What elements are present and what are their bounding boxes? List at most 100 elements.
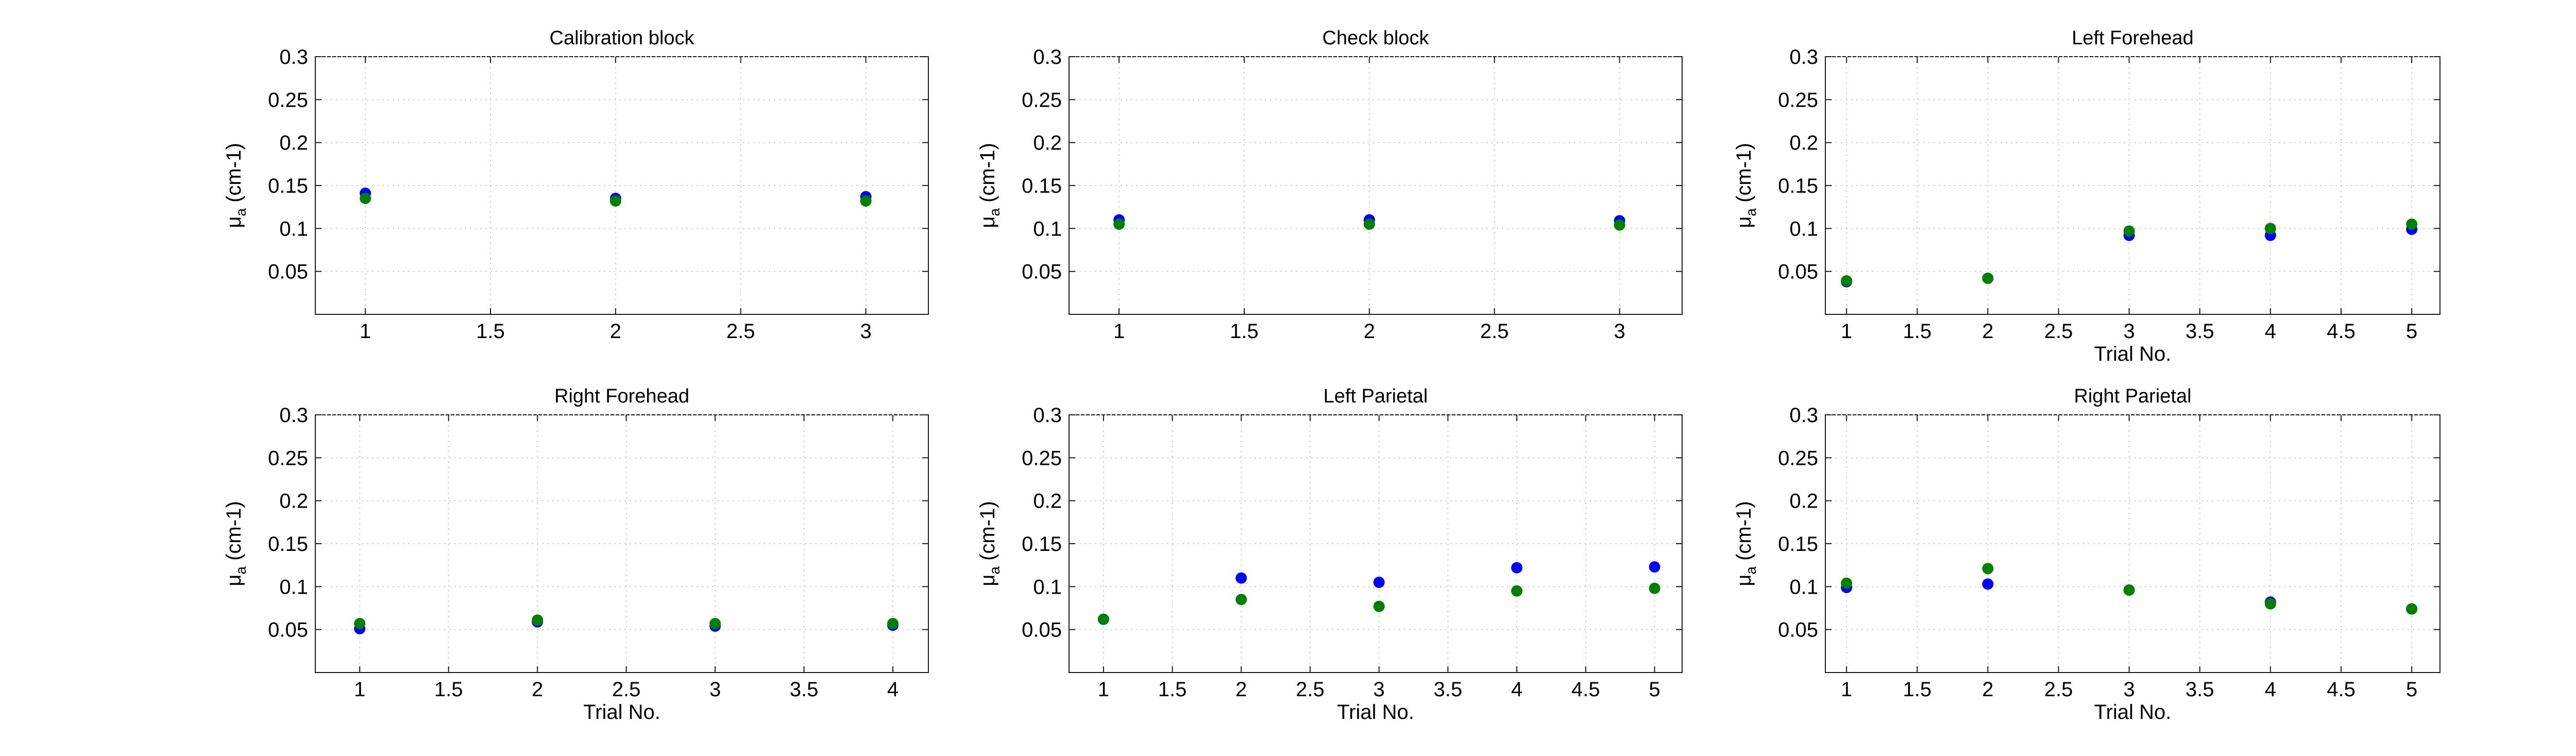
y-tick-label: 0.1 bbox=[1033, 576, 1062, 598]
data-point-series-2 bbox=[354, 618, 366, 629]
x-axis-label: Trial No. bbox=[2094, 343, 2172, 365]
y-tick-label: 0.2 bbox=[279, 132, 308, 155]
data-point-series-2 bbox=[1614, 219, 1625, 231]
data-point-series-2 bbox=[1841, 275, 1853, 287]
x-tick-label: 1 bbox=[360, 320, 371, 343]
x-tick-label: 4 bbox=[2265, 678, 2276, 701]
y-tick-label: 0.2 bbox=[1033, 490, 1062, 513]
x-tick-label: 1.5 bbox=[434, 678, 463, 701]
data-point-series-2 bbox=[1511, 585, 1523, 597]
x-tick-label: 3 bbox=[1374, 678, 1385, 701]
y-tick-label: 0.25 bbox=[1778, 447, 1818, 469]
y-tick-label: 0.3 bbox=[279, 46, 308, 69]
x-tick-label: 2 bbox=[1364, 320, 1375, 343]
x-tick-label: 3.5 bbox=[1434, 678, 1463, 701]
data-point-series-2 bbox=[1097, 613, 1109, 625]
x-tick-label: 1.5 bbox=[1903, 320, 1931, 343]
x-tick-label: 3 bbox=[1614, 320, 1625, 343]
y-tick-label: 0.05 bbox=[1022, 619, 1062, 642]
data-point-series-2 bbox=[1363, 219, 1375, 230]
data-point-series-1 bbox=[1235, 572, 1247, 584]
x-tick-label: 2 bbox=[1235, 678, 1247, 701]
subplot-5: 1 1.5 2 2.5 3 3.5 4 4.5 5 0.05 0.1 0.15 0.2 0.25 0.3 Le… bbox=[976, 385, 1683, 724]
y-tick-label: 0.3 bbox=[279, 404, 308, 427]
data-point-series-1 bbox=[1373, 577, 1385, 588]
y-tick-label: 0.1 bbox=[1789, 217, 1818, 240]
y-tick-label: 0.2 bbox=[1789, 490, 1818, 513]
y-tick-label: 0.3 bbox=[1789, 46, 1818, 69]
x-tick-label: 4.5 bbox=[1571, 678, 1600, 701]
data-point-series-2 bbox=[532, 614, 544, 626]
data-point-series-2 bbox=[360, 193, 371, 204]
x-tick-label: 4 bbox=[1511, 678, 1522, 701]
x-axis-label: Trial No. bbox=[1337, 701, 1414, 724]
y-axis-label: μa (cm-1) bbox=[223, 143, 249, 228]
x-tick-label: 5 bbox=[2406, 320, 2417, 343]
x-axis-label: Trial No. bbox=[2094, 701, 2172, 724]
subplot-title: Right Forehead bbox=[554, 385, 689, 407]
y-axis-label: μa (cm-1) bbox=[1733, 143, 1759, 228]
x-tick-label: 2.5 bbox=[1480, 320, 1509, 343]
x-tick-label: 4 bbox=[887, 678, 899, 701]
x-tick-label: 3 bbox=[2124, 678, 2135, 701]
y-tick-label: 0.25 bbox=[268, 447, 308, 469]
data-point-series-2 bbox=[2123, 584, 2135, 596]
x-tick-label: 2 bbox=[1982, 320, 1993, 343]
y-axis-label: μa (cm-1) bbox=[1733, 501, 1759, 586]
y-tick-label: 0.1 bbox=[1789, 576, 1818, 598]
y-axis-label: μa (cm-1) bbox=[976, 143, 1003, 228]
subplot-title: Left Forehead bbox=[2072, 27, 2194, 49]
y-tick-label: 0.15 bbox=[1778, 175, 1818, 197]
y-tick-label: 0.15 bbox=[1022, 533, 1062, 556]
x-axis-label: Trial No. bbox=[583, 701, 660, 724]
subplot-4: 1 1.5 2 2.5 3 3.5 4 0.05 0.1 0.15 0.2 0.25 0.3 Right … bbox=[223, 385, 929, 724]
x-tick-label: 1 bbox=[1841, 320, 1852, 343]
x-tick-label: 2 bbox=[1982, 678, 1993, 701]
x-tick-label: 4.5 bbox=[2327, 320, 2355, 343]
y-tick-label: 0.05 bbox=[1778, 261, 1818, 283]
data-point-series-2 bbox=[2123, 225, 2135, 237]
x-tick-label: 4.5 bbox=[2327, 678, 2355, 701]
y-tick-label: 0.25 bbox=[1022, 447, 1062, 469]
subplot-3: 1 1.5 2 2.5 3 3.5 4 4.5 5 0.05 0.1 0.15 0.2 0.25 0.3 Le… bbox=[1733, 27, 2441, 365]
x-tick-label: 3.5 bbox=[2185, 320, 2214, 343]
subplot-6: 1 1.5 2 2.5 3 3.5 4 4.5 5 0.05 0.1 0.15 0.2 0.25 0.3 Ri… bbox=[1733, 385, 2441, 724]
y-tick-label: 0.05 bbox=[268, 619, 308, 642]
data-point-series-2 bbox=[2406, 603, 2418, 615]
x-tick-label: 1.5 bbox=[476, 320, 505, 343]
y-tick-label: 0.15 bbox=[1022, 175, 1062, 197]
x-tick-label: 3 bbox=[2124, 320, 2135, 343]
data-point-series-2 bbox=[1982, 273, 1994, 284]
x-tick-label: 2.5 bbox=[2044, 678, 2073, 701]
x-tick-label: 1 bbox=[1841, 678, 1852, 701]
x-tick-label: 5 bbox=[1649, 678, 1660, 701]
data-point-series-2 bbox=[887, 618, 899, 629]
y-axis-label: μa (cm-1) bbox=[976, 501, 1003, 586]
x-tick-label: 2 bbox=[610, 320, 621, 343]
data-point-series-1 bbox=[1982, 578, 1994, 590]
x-tick-label: 1 bbox=[1098, 678, 1109, 701]
subplot-title: Check block bbox=[1323, 27, 1430, 49]
subplot-title: Right Parietal bbox=[2074, 385, 2191, 407]
x-tick-label: 3.5 bbox=[790, 678, 819, 701]
y-tick-label: 0.2 bbox=[1789, 132, 1818, 155]
data-point-series-1 bbox=[1649, 561, 1660, 573]
y-tick-label: 0.3 bbox=[1033, 46, 1062, 69]
x-tick-label: 3.5 bbox=[2185, 678, 2214, 701]
plot-area bbox=[1825, 414, 2441, 673]
subplot-title: Calibration block bbox=[550, 27, 695, 49]
y-tick-label: 0.05 bbox=[268, 261, 308, 283]
y-tick-label: 0.25 bbox=[1022, 89, 1062, 111]
data-point-series-2 bbox=[1649, 582, 1660, 594]
y-tick-label: 0.1 bbox=[279, 217, 308, 240]
y-tick-label: 0.1 bbox=[279, 576, 308, 598]
x-tick-label: 5 bbox=[2406, 678, 2417, 701]
y-tick-label: 0.15 bbox=[268, 175, 308, 197]
x-tick-label: 2.5 bbox=[612, 678, 641, 701]
x-tick-label: 1.5 bbox=[1230, 320, 1259, 343]
y-axis-label: μa (cm-1) bbox=[223, 501, 249, 586]
data-point-series-2 bbox=[860, 195, 872, 207]
x-tick-label: 3 bbox=[709, 678, 721, 701]
y-tick-label: 0.2 bbox=[279, 490, 308, 513]
